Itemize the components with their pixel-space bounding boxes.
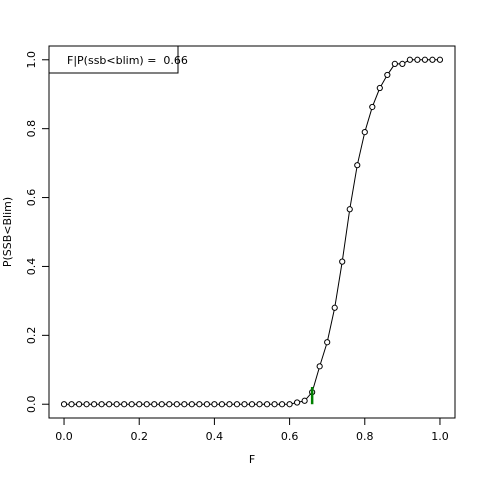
x-tick-label: 0.0 bbox=[55, 430, 73, 443]
point bbox=[294, 399, 301, 406]
point bbox=[83, 401, 90, 408]
point bbox=[324, 339, 331, 346]
point bbox=[406, 56, 413, 63]
y-tick-label: 0.4 bbox=[25, 258, 38, 276]
point bbox=[376, 84, 383, 92]
y-tick-label: 0.0 bbox=[25, 395, 38, 413]
point bbox=[91, 401, 98, 408]
point bbox=[346, 206, 353, 213]
point bbox=[414, 56, 421, 63]
y-axis-title: P(SSB<Blim) bbox=[1, 197, 14, 267]
point bbox=[399, 60, 406, 68]
plot-box bbox=[48, 45, 456, 419]
point bbox=[241, 401, 248, 408]
x-tick-label: 0.6 bbox=[281, 430, 299, 443]
legend-text: F|P(ssb<blim) = 0.66 bbox=[67, 54, 188, 67]
point bbox=[316, 363, 323, 370]
point bbox=[151, 401, 158, 408]
point bbox=[339, 258, 346, 265]
point bbox=[143, 401, 150, 408]
point bbox=[218, 401, 226, 408]
point bbox=[75, 401, 83, 408]
y-tick-label: 1.0 bbox=[25, 51, 38, 69]
x-tick-label: 1.0 bbox=[431, 430, 449, 443]
point bbox=[361, 129, 368, 136]
point bbox=[226, 401, 233, 408]
y-tick-label: 0.8 bbox=[25, 120, 38, 138]
point bbox=[331, 304, 338, 311]
x-axis-title: F bbox=[249, 453, 255, 466]
point bbox=[421, 56, 429, 63]
point bbox=[60, 401, 68, 408]
point bbox=[211, 401, 218, 408]
point bbox=[173, 401, 180, 408]
point bbox=[106, 401, 113, 408]
point bbox=[278, 401, 286, 408]
point bbox=[256, 401, 263, 408]
point bbox=[166, 401, 173, 408]
point bbox=[181, 401, 188, 408]
series-line bbox=[64, 59, 440, 405]
point bbox=[113, 401, 120, 408]
point bbox=[233, 401, 241, 408]
point bbox=[68, 401, 75, 408]
point bbox=[121, 401, 128, 408]
point bbox=[301, 397, 308, 404]
point bbox=[354, 162, 361, 169]
point bbox=[271, 401, 278, 408]
x-tick-label: 0.2 bbox=[130, 430, 148, 443]
point bbox=[286, 401, 293, 408]
point bbox=[188, 401, 195, 408]
y-tick-label: 0.2 bbox=[25, 327, 38, 345]
point bbox=[391, 60, 398, 68]
point bbox=[263, 401, 271, 408]
y-tick-label: 0.6 bbox=[25, 189, 38, 207]
point bbox=[369, 103, 376, 111]
legend-box bbox=[48, 45, 179, 74]
point bbox=[196, 401, 203, 408]
point bbox=[384, 71, 391, 79]
point bbox=[98, 401, 105, 408]
point bbox=[158, 401, 165, 408]
point bbox=[248, 401, 256, 408]
point bbox=[429, 56, 436, 63]
point bbox=[128, 401, 135, 408]
x-tick-label: 0.8 bbox=[356, 430, 374, 443]
point bbox=[136, 401, 143, 408]
point bbox=[436, 56, 444, 63]
x-tick-label: 0.4 bbox=[206, 430, 224, 443]
point bbox=[203, 401, 210, 408]
